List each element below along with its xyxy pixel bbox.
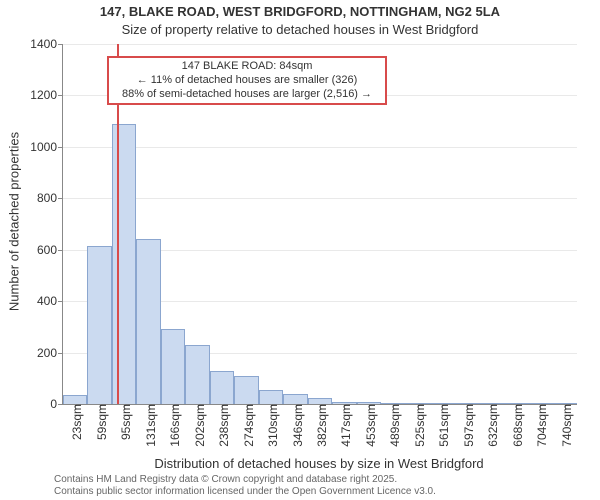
x-tick-label: 274sqm: [238, 404, 256, 447]
x-tick-label: 489sqm: [384, 404, 402, 447]
histogram-bar: [185, 345, 209, 404]
annotation-box: 147 BLAKE ROAD: 84sqm← 11% of detached h…: [107, 56, 387, 105]
x-tick-label: 382sqm: [311, 404, 329, 447]
histogram-bar: [63, 395, 87, 404]
x-tick-label: 417sqm: [335, 404, 353, 447]
histogram-bar: [283, 394, 307, 404]
annotation-line-1: 147 BLAKE ROAD: 84sqm: [113, 60, 381, 74]
histogram-bar: [112, 124, 136, 404]
x-tick-label: 310sqm: [262, 404, 280, 447]
y-tick-label: 0: [50, 397, 63, 411]
grid-line: [63, 44, 577, 45]
footer-line-2: Contains public sector information licen…: [54, 486, 594, 497]
y-axis-label: Number of detached properties: [7, 102, 22, 342]
x-tick-label: 59sqm: [91, 404, 109, 440]
x-tick-label: 740sqm: [556, 404, 574, 447]
x-tick-label: 238sqm: [213, 404, 231, 447]
x-tick-label: 525sqm: [409, 404, 427, 447]
histogram-bar: [259, 390, 283, 404]
x-tick-label: 561sqm: [433, 404, 451, 447]
histogram-bar: [136, 239, 160, 404]
chart-subtitle: Size of property relative to detached ho…: [0, 22, 600, 37]
x-tick-label: 202sqm: [189, 404, 207, 447]
grid-line: [63, 147, 577, 148]
histogram-bar: [87, 246, 111, 404]
x-tick-label: 95sqm: [115, 404, 133, 440]
histogram-bar: [161, 329, 185, 404]
y-tick-label: 200: [37, 346, 63, 360]
histogram-bar: [234, 376, 258, 404]
chart-container: 147, BLAKE ROAD, WEST BRIDGFORD, NOTTING…: [0, 0, 600, 500]
x-tick-label: 668sqm: [507, 404, 525, 447]
histogram-bar: [210, 371, 234, 404]
x-tick-label: 597sqm: [458, 404, 476, 447]
footer-line-1: Contains HM Land Registry data © Crown c…: [54, 474, 594, 485]
x-tick-label: 131sqm: [140, 404, 158, 447]
y-tick-label: 1000: [30, 140, 63, 154]
x-axis-label: Distribution of detached houses by size …: [62, 456, 576, 471]
plot-area: 020040060080010001200140023sqm59sqm95sqm…: [62, 44, 577, 405]
chart-title: 147, BLAKE ROAD, WEST BRIDGFORD, NOTTING…: [0, 4, 600, 19]
grid-line: [63, 198, 577, 199]
x-tick-label: 453sqm: [360, 404, 378, 447]
annotation-line-3: 88% of semi-detached houses are larger (…: [113, 88, 381, 102]
y-tick-label: 1400: [30, 37, 63, 51]
y-tick-label: 400: [37, 294, 63, 308]
x-tick-label: 346sqm: [287, 404, 305, 447]
x-tick-label: 166sqm: [164, 404, 182, 447]
y-tick-label: 600: [37, 243, 63, 257]
x-tick-label: 704sqm: [531, 404, 549, 447]
x-tick-label: 23sqm: [66, 404, 84, 440]
annotation-line-2: ← 11% of detached houses are smaller (32…: [113, 74, 381, 88]
x-tick-label: 632sqm: [482, 404, 500, 447]
y-tick-label: 1200: [30, 88, 63, 102]
y-tick-label: 800: [37, 191, 63, 205]
